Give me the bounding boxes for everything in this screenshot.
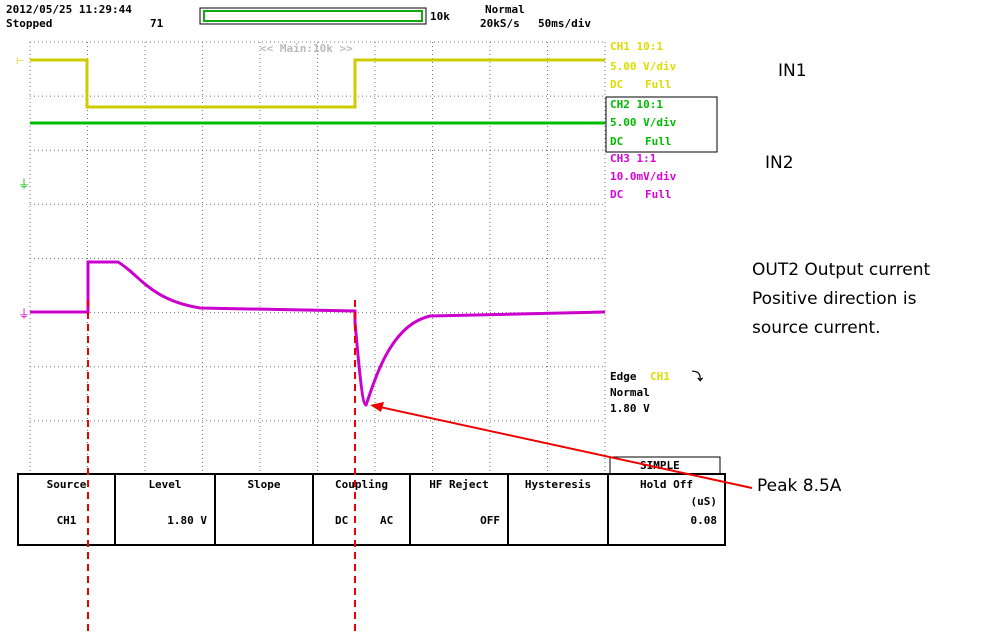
ch3-name: CH3 1:1	[610, 152, 657, 165]
out2-line: OUT2 Output current	[752, 260, 931, 280]
ch2-box	[605, 96, 718, 153]
timebase: 50ms/div	[538, 17, 591, 30]
trigger-source: CH1	[650, 370, 670, 383]
simple-label: SIMPLE	[640, 459, 680, 472]
sample-rate: 20kS/s	[480, 17, 520, 30]
menu-label: Source	[47, 478, 87, 491]
trigger-mode-2: Normal	[610, 386, 650, 399]
menu-label: Level	[148, 478, 181, 491]
trigger-type: Edge	[610, 370, 637, 383]
ch1-trace	[30, 58, 605, 109]
ch1-scale: 5.00 V/div	[610, 60, 677, 73]
menu-label: HF Reject	[429, 478, 489, 491]
out2-line: source current.	[752, 318, 881, 338]
peak-arrow	[379, 406, 753, 489]
record-window	[203, 10, 423, 22]
count: 71	[150, 17, 164, 30]
ch3-scale: 10.0mV/div	[610, 170, 677, 183]
peak-label: Peak 8.5A	[757, 476, 842, 496]
marker-lines	[87, 300, 356, 635]
ch3-trace	[30, 260, 606, 407]
trigger-mode: Normal	[485, 3, 525, 16]
ch1-marker: ⊢	[16, 56, 25, 67]
menu-label: Hold Off	[640, 478, 693, 491]
out2-line: Positive direction is	[752, 289, 917, 309]
ch2-bw: Full	[645, 135, 672, 148]
ch2-coupling: DC	[610, 135, 623, 148]
record-bar	[199, 7, 427, 25]
ch2-scale: 5.00 V/div	[610, 116, 677, 129]
ch2-name: CH2 10:1	[610, 98, 663, 111]
record-length: 10k	[430, 10, 450, 23]
in1-label: IN1	[778, 61, 807, 81]
menu-option: DC	[335, 514, 348, 527]
status: Stopped	[6, 17, 52, 30]
trigger-level: 1.80 V	[610, 402, 650, 415]
menu-label: Hysteresis	[525, 478, 591, 491]
menu-value: 1.80 V	[167, 514, 207, 527]
in2-label: IN2	[765, 153, 794, 173]
menu-label: Coupling	[335, 478, 388, 491]
ch1-name: CH1 10:1	[610, 40, 663, 53]
ch1-coupling: DC	[610, 78, 623, 91]
arrow-head	[370, 402, 384, 412]
menu-value: CH1	[57, 514, 77, 527]
ch3-coupling: DC	[610, 188, 623, 201]
trigger-slope: ⤵	[692, 369, 704, 383]
zoom-label: << Main:10k >>	[260, 42, 353, 55]
ch3-ground: ⏚	[18, 307, 30, 321]
ch3-bw: Full	[645, 188, 672, 201]
menu-option: AC	[380, 514, 393, 527]
menu-value: 0.08	[691, 514, 718, 527]
menu-unit: (uS)	[691, 495, 718, 508]
ch1-bw: Full	[645, 78, 672, 91]
ch2-ground: ⏚	[18, 177, 30, 191]
menu-value: OFF	[480, 514, 500, 527]
menu-label: Slope	[247, 478, 280, 491]
datetime: 2012/05/25 11:29:44	[6, 3, 132, 16]
